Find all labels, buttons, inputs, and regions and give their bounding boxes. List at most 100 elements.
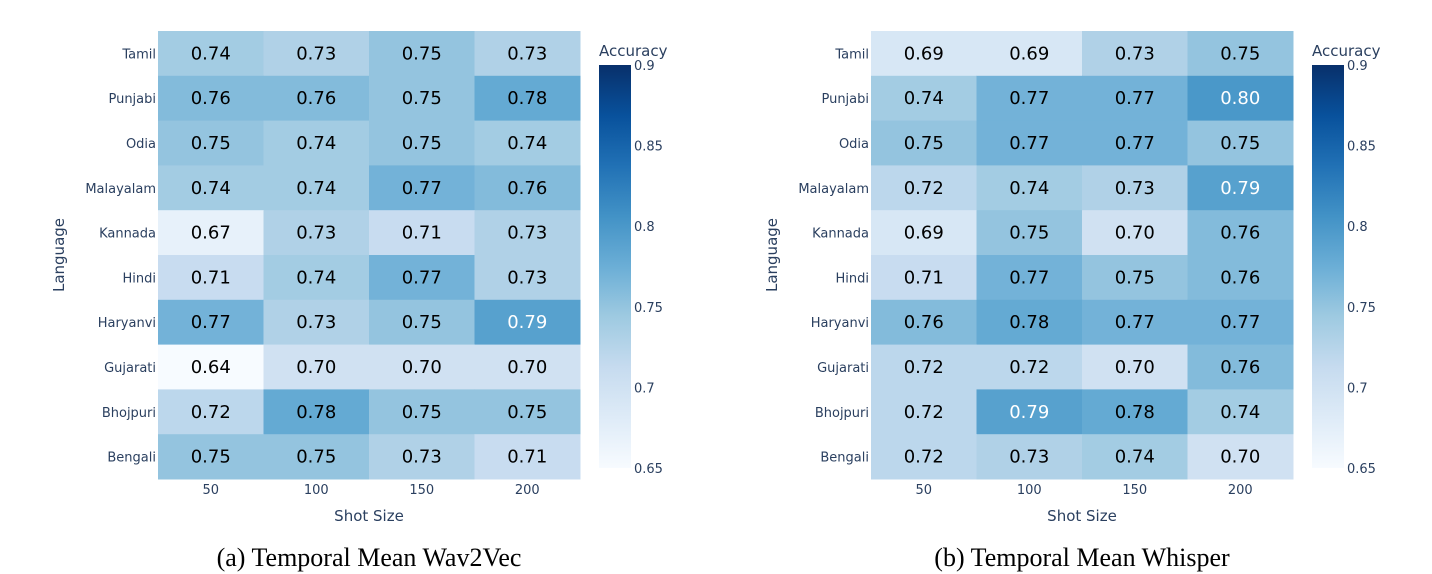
x-tick-label: 100 [1017,483,1042,498]
heatmap-cell [158,210,264,256]
heatmap-cell [369,75,475,122]
colorbar-title: Accuracy [599,42,668,60]
cell-value-label: 0.73 [296,223,336,244]
cell-value-label: 0.71 [402,223,442,244]
x-tick-label: 200 [1228,483,1253,498]
cell-value-label: 0.70 [1220,447,1260,468]
heatmap-cell [976,165,1083,211]
heatmap-cell [1082,75,1188,122]
colorbar-tick-label: 0.8 [634,220,655,235]
cell-value-label: 0.74 [296,178,336,199]
heatmap-cell [474,434,581,480]
cell-value-label: 0.75 [402,402,442,423]
heatmap-cell [263,344,370,390]
heatmap-cell [976,120,1083,166]
heatmap-cell [474,389,581,435]
y-tick-label: Haryanvi [98,316,156,331]
x-axis-title: Shot Size [334,507,404,525]
cell-value-label: 0.73 [507,223,547,244]
x-tick-label: 150 [409,483,434,498]
cell-value-label: 0.76 [507,178,547,199]
cell-value-label: 0.75 [1009,223,1049,244]
heatmap-cell [1082,255,1188,301]
heatmap-cell [158,120,264,166]
heatmap-cell [158,255,264,301]
cell-value-label: 0.75 [1220,133,1260,154]
cell-value-label: 0.73 [402,447,442,468]
heatmap-cell [263,434,370,480]
heatmap-cell [1187,210,1294,256]
cell-value-label: 0.79 [507,312,547,333]
colorbar-tick-label: 0.85 [1347,140,1376,155]
x-tick-label: 150 [1122,483,1147,498]
cell-value-label: 0.72 [904,357,944,378]
colorbar-gradient [1312,65,1344,468]
colorbar-tick-label: 0.65 [1347,462,1376,477]
y-tick-label: Bhojpuri [102,406,156,421]
cell-value-label: 0.74 [191,43,231,64]
colorbar-tick-label: 0.8 [1347,220,1368,235]
y-tick-label: Malayalam [798,182,869,197]
cell-value-label: 0.78 [507,88,547,109]
heatmap-cell [263,120,370,166]
heatmap-panel-b: 0.69 0.69 0.73 0.75 0.74 0.77 0.77 0.80 0.75 0.77… [763,31,1381,572]
cell-value-label: 0.72 [904,178,944,199]
colorbar: Accuracy 0.65 0.7 0.75 0.8 0.85 0.9 [1312,42,1381,477]
y-tick-label: Malayalam [85,182,156,197]
cell-value-label: 0.74 [1115,447,1155,468]
heatmap-cell [263,210,370,256]
heatmap-cell [1187,75,1294,122]
heatmap-cell [1082,299,1188,346]
y-tick-label: Bengali [107,451,156,466]
y-axis-title: Language [763,218,781,292]
cell-value-label: 0.77 [1009,88,1049,109]
cell-value-label: 0.74 [507,133,547,154]
heatmap-cell [976,299,1083,346]
y-tick-label: Odia [839,137,869,152]
cell-value-label: 0.76 [1220,267,1260,288]
heatmap-cell [871,344,977,390]
cell-value-label: 0.69 [1009,43,1049,64]
cell-value-label: 0.70 [402,357,442,378]
heatmap-cell [976,31,1083,77]
heatmap-cell [1187,31,1294,77]
heatmap-cell [976,434,1083,480]
cell-value-label: 0.75 [402,312,442,333]
heatmap-cell [474,255,581,301]
heatmap-cell [976,210,1083,256]
heatmap-cell [1082,389,1188,435]
heatmap-cell [263,255,370,301]
y-tick-label: Odia [126,137,156,152]
cell-value-label: 0.75 [1115,267,1155,288]
cell-value-label: 0.67 [191,223,231,244]
cell-value-label: 0.75 [904,133,944,154]
cell-value-label: 0.77 [1009,267,1049,288]
heatmap-cell [369,165,475,211]
y-tick-label: Bengali [820,451,869,466]
cell-value-label: 0.77 [1115,133,1155,154]
heatmap-cell [474,344,581,390]
cell-value-label: 0.74 [1220,402,1260,423]
heatmap-cell [1082,120,1188,166]
y-tick-label: Gujarati [817,361,869,376]
cell-value-label: 0.73 [1115,43,1155,64]
heatmap-cell [369,344,475,390]
colorbar-tick-label: 0.85 [634,140,663,155]
cell-value-label: 0.70 [296,357,336,378]
cell-value-label: 0.64 [191,357,231,378]
heatmap-cell [369,120,475,166]
heatmap-cell [158,75,264,122]
heatmap-cell [1187,434,1294,480]
heatmap-cell [369,210,475,256]
heatmap-cell [158,165,264,211]
cell-value-label: 0.73 [1009,447,1049,468]
heatmap-cell [1082,31,1188,77]
cell-value-label: 0.75 [191,133,231,154]
cell-value-label: 0.72 [191,402,231,423]
heatmap-cell [871,389,977,435]
cell-value-label: 0.73 [1115,178,1155,199]
heatmap-cell [369,389,475,435]
heatmap-cell [474,75,581,122]
x-tick-label: 100 [304,483,329,498]
colorbar: Accuracy 0.65 0.7 0.75 0.8 0.85 0.9 [599,42,668,477]
